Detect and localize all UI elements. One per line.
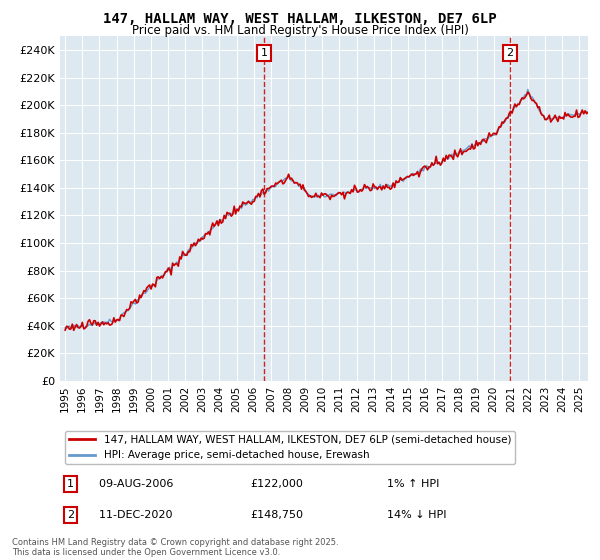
- Text: 147, HALLAM WAY, WEST HALLAM, ILKESTON, DE7 6LP: 147, HALLAM WAY, WEST HALLAM, ILKESTON, …: [103, 12, 497, 26]
- Text: 2: 2: [506, 48, 514, 58]
- Text: £122,000: £122,000: [250, 479, 303, 489]
- Text: 2: 2: [67, 510, 74, 520]
- Text: £148,750: £148,750: [250, 510, 303, 520]
- Text: 1: 1: [260, 48, 268, 58]
- Legend: 147, HALLAM WAY, WEST HALLAM, ILKESTON, DE7 6LP (semi-detached house), HPI: Aver: 147, HALLAM WAY, WEST HALLAM, ILKESTON, …: [65, 431, 515, 464]
- Text: Contains HM Land Registry data © Crown copyright and database right 2025.
This d: Contains HM Land Registry data © Crown c…: [12, 538, 338, 557]
- Text: 1% ↑ HPI: 1% ↑ HPI: [388, 479, 440, 489]
- Text: 14% ↓ HPI: 14% ↓ HPI: [388, 510, 447, 520]
- Text: 09-AUG-2006: 09-AUG-2006: [92, 479, 173, 489]
- Text: 11-DEC-2020: 11-DEC-2020: [92, 510, 172, 520]
- Text: 1: 1: [67, 479, 74, 489]
- Text: Price paid vs. HM Land Registry's House Price Index (HPI): Price paid vs. HM Land Registry's House …: [131, 24, 469, 36]
